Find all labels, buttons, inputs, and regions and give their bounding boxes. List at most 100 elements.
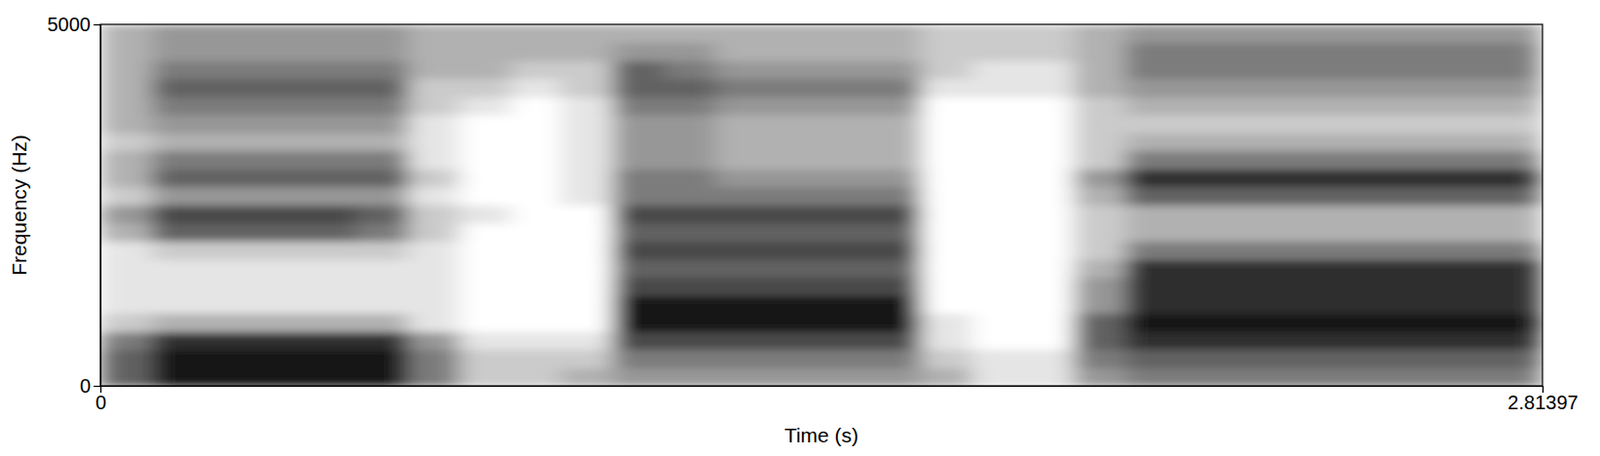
cell <box>715 42 767 62</box>
cell <box>664 277 717 297</box>
cell <box>1381 114 1434 134</box>
cell <box>1176 132 1228 152</box>
cell <box>510 367 563 386</box>
cell <box>1381 96 1434 115</box>
cell <box>254 277 306 297</box>
cell <box>1381 168 1434 188</box>
cell <box>920 60 973 79</box>
cell <box>356 367 409 386</box>
cell <box>1125 241 1178 261</box>
cell <box>869 295 921 314</box>
cell <box>1484 96 1536 115</box>
cell <box>664 78 717 98</box>
cell <box>817 313 870 333</box>
plot-frame <box>100 24 1543 386</box>
cell <box>254 96 306 115</box>
cell <box>1484 241 1536 261</box>
cell <box>1023 205 1075 225</box>
cell <box>1125 42 1178 62</box>
cell <box>1279 295 1332 314</box>
cell <box>1381 241 1434 261</box>
cell <box>1023 313 1075 333</box>
cell <box>715 313 767 333</box>
cell <box>1073 60 1126 79</box>
cell <box>458 367 511 386</box>
cell <box>1227 331 1280 350</box>
cell <box>1227 259 1280 278</box>
cell <box>817 151 870 170</box>
cell <box>254 60 306 79</box>
cell <box>1073 277 1126 297</box>
cell <box>152 114 204 134</box>
cell <box>664 187 717 206</box>
cell <box>510 151 563 170</box>
cell <box>254 132 306 152</box>
cell <box>1125 132 1178 152</box>
cell <box>664 60 717 79</box>
cell <box>664 331 717 350</box>
tick: 0 <box>95 385 107 414</box>
cell <box>1432 313 1485 333</box>
cell <box>1279 114 1332 134</box>
cell <box>869 205 921 225</box>
cell <box>1073 24 1126 43</box>
cell <box>715 132 767 152</box>
cell <box>561 78 613 98</box>
cell <box>664 114 717 134</box>
cell <box>869 331 921 350</box>
cell <box>1023 132 1075 152</box>
cell <box>1535 132 1543 152</box>
cell <box>1330 205 1382 225</box>
cell <box>254 151 306 170</box>
cell <box>1279 205 1332 225</box>
cell <box>664 24 717 43</box>
cell <box>1073 313 1126 333</box>
cell <box>1279 313 1332 333</box>
cell <box>1023 42 1075 62</box>
cell <box>715 259 767 278</box>
cell <box>1330 295 1382 314</box>
cell <box>152 24 204 43</box>
cell <box>458 259 511 278</box>
cell <box>971 187 1024 206</box>
tick: 5000 <box>47 13 102 36</box>
cell <box>202 367 255 386</box>
cell <box>458 114 511 134</box>
cell <box>766 349 819 369</box>
cell <box>408 114 460 134</box>
cell <box>254 331 306 350</box>
cell <box>1484 114 1536 134</box>
cell <box>1125 331 1178 350</box>
cell <box>1484 313 1536 333</box>
cell <box>1484 60 1536 79</box>
cell <box>1381 277 1434 297</box>
cell <box>561 259 613 278</box>
cell <box>458 331 511 350</box>
cell <box>971 349 1024 369</box>
cell <box>1484 24 1536 43</box>
cell <box>458 168 511 188</box>
cell <box>408 205 460 225</box>
cell <box>152 151 204 170</box>
cell <box>869 367 921 386</box>
cell <box>612 42 665 62</box>
cell <box>664 313 717 333</box>
cell <box>100 187 153 206</box>
cell <box>1227 367 1280 386</box>
cell <box>561 331 613 350</box>
cell <box>1535 42 1543 62</box>
cell <box>766 205 819 225</box>
cell <box>971 331 1024 350</box>
cell <box>1432 60 1485 79</box>
cell <box>100 331 153 350</box>
cell <box>304 349 357 369</box>
cell <box>1279 78 1332 98</box>
cell <box>1484 151 1536 170</box>
cell <box>612 132 665 152</box>
cell <box>408 24 460 43</box>
cell <box>356 223 409 242</box>
cell <box>1125 24 1178 43</box>
cell <box>1279 331 1332 350</box>
cell <box>152 96 204 115</box>
cell <box>1535 60 1543 79</box>
